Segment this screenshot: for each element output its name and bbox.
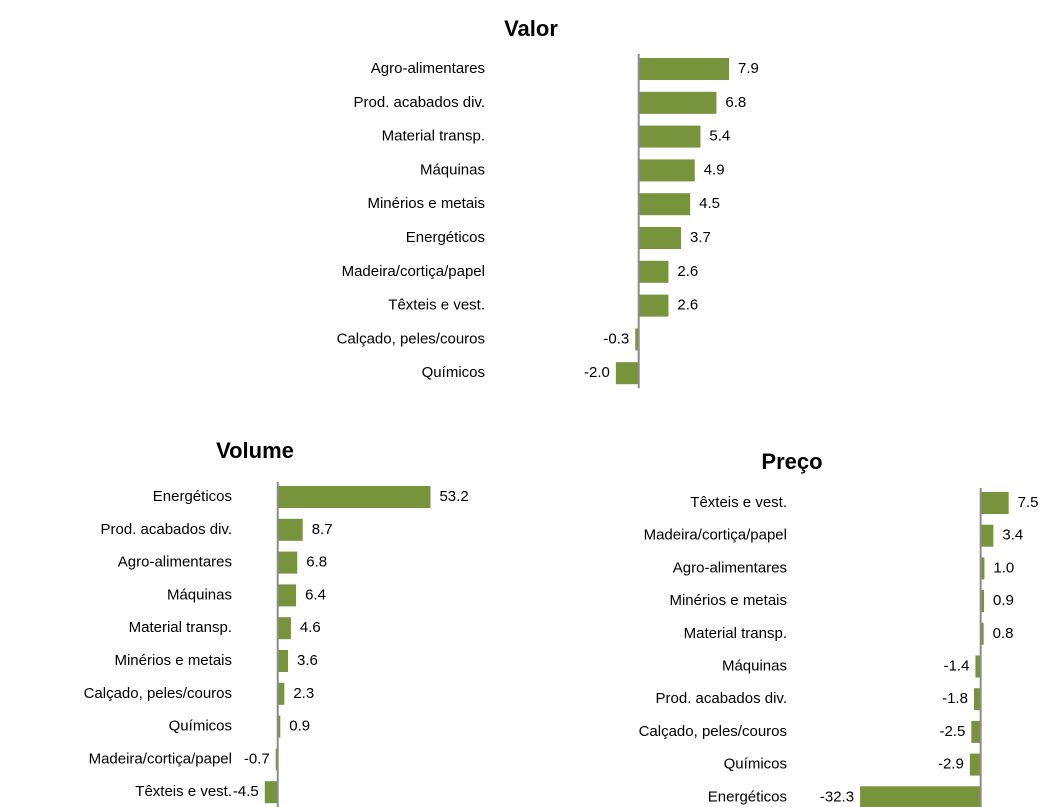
category-label: Prod. acabados div. [101, 521, 232, 538]
category-label: Material transp. [684, 625, 787, 642]
bar [860, 786, 981, 807]
bar [980, 492, 1009, 514]
category-label: Minérios e metais [367, 195, 485, 212]
bar [980, 557, 985, 580]
value-label: 0.9 [289, 718, 310, 735]
category-label: Têxteis e vest. [388, 297, 485, 314]
bar [615, 362, 639, 385]
bar [277, 682, 285, 705]
category-label: Máquinas [420, 161, 485, 178]
value-label: 7.5 [1018, 494, 1039, 511]
bar [275, 748, 278, 771]
bar [638, 159, 695, 182]
category-label: Máquinas [167, 586, 232, 603]
category-label: Material transp. [382, 128, 485, 145]
category-label: Energéticos [406, 229, 485, 246]
value-label: -2.9 [938, 756, 964, 773]
bar [277, 650, 289, 672]
value-label: 3.4 [1002, 527, 1023, 544]
value-label: -0.7 [244, 750, 270, 767]
bar [638, 260, 669, 283]
category-label: Químicos [169, 718, 232, 735]
category-label: Minérios e metais [669, 592, 787, 609]
category-label: Minérios e metais [114, 652, 232, 669]
value-label: 6.4 [305, 586, 326, 603]
bar [638, 193, 691, 216]
bar [969, 753, 981, 776]
category-label: Têxteis e vest. [135, 783, 232, 800]
category-label: Madeira/cortiça/papel [342, 263, 485, 280]
bar [980, 524, 994, 547]
chart-title: Valor [504, 16, 558, 41]
category-label: Prod. acabados div. [354, 94, 485, 111]
bar [264, 781, 278, 804]
bar [638, 125, 701, 148]
value-label: -1.4 [944, 657, 970, 674]
bar [638, 58, 729, 80]
value-label: 7.9 [738, 60, 759, 77]
category-label: Têxteis e vest. [690, 494, 787, 511]
category-label: Calçado, peles/couros [337, 330, 485, 347]
bar [277, 617, 291, 640]
category-label: Energéticos [153, 488, 232, 505]
bar [980, 590, 985, 613]
value-label: -4.5 [233, 783, 259, 800]
value-label: -0.3 [603, 330, 629, 347]
bar [980, 622, 984, 645]
value-label: 6.8 [306, 554, 327, 571]
bar [971, 720, 981, 743]
bar [638, 91, 717, 114]
value-label: 2.6 [677, 297, 698, 314]
value-label: 6.8 [725, 94, 746, 111]
bar [975, 655, 981, 678]
value-label: 4.9 [704, 161, 725, 178]
value-label: 4.5 [699, 195, 720, 212]
chart-title: Volume [216, 438, 294, 463]
category-label: Químicos [422, 364, 485, 381]
bar [277, 486, 431, 508]
category-label: Agro-alimentares [673, 559, 787, 576]
category-label: Calçado, peles/couros [84, 685, 232, 702]
value-label: -2.5 [939, 723, 965, 740]
category-label: Material transp. [129, 619, 232, 636]
category-label: Madeira/cortiça/papel [89, 750, 232, 767]
value-label: 0.9 [993, 592, 1014, 609]
bar [277, 715, 281, 738]
value-label: 8.7 [312, 521, 333, 538]
chart-title: Preço [761, 449, 822, 474]
value-label: 4.6 [300, 619, 321, 636]
category-label: Calçado, peles/couros [639, 723, 787, 740]
value-label: 3.6 [297, 652, 318, 669]
category-label: Agro-alimentares [118, 554, 232, 571]
bar [277, 518, 303, 541]
category-label: Madeira/cortiça/papel [644, 527, 787, 544]
bar [635, 328, 639, 351]
category-label: Químicos [724, 756, 787, 773]
value-label: 1.0 [993, 559, 1014, 576]
value-label: 0.8 [993, 625, 1014, 642]
value-label: 5.4 [709, 128, 730, 145]
value-label: -1.8 [942, 690, 968, 707]
bar [638, 294, 669, 317]
bar [973, 688, 981, 711]
category-label: Agro-alimentares [371, 60, 485, 77]
value-label: -2.0 [584, 364, 610, 381]
bar [277, 584, 297, 607]
value-label: -32.3 [820, 788, 854, 805]
category-label: Prod. acabados div. [656, 690, 787, 707]
category-label: Energéticos [708, 788, 787, 805]
value-label: 53.2 [439, 488, 468, 505]
bar [638, 227, 681, 249]
value-label: 2.6 [677, 263, 698, 280]
value-label: 3.7 [690, 229, 711, 246]
bar [277, 551, 298, 574]
value-label: 2.3 [293, 685, 314, 702]
category-label: Máquinas [722, 657, 787, 674]
